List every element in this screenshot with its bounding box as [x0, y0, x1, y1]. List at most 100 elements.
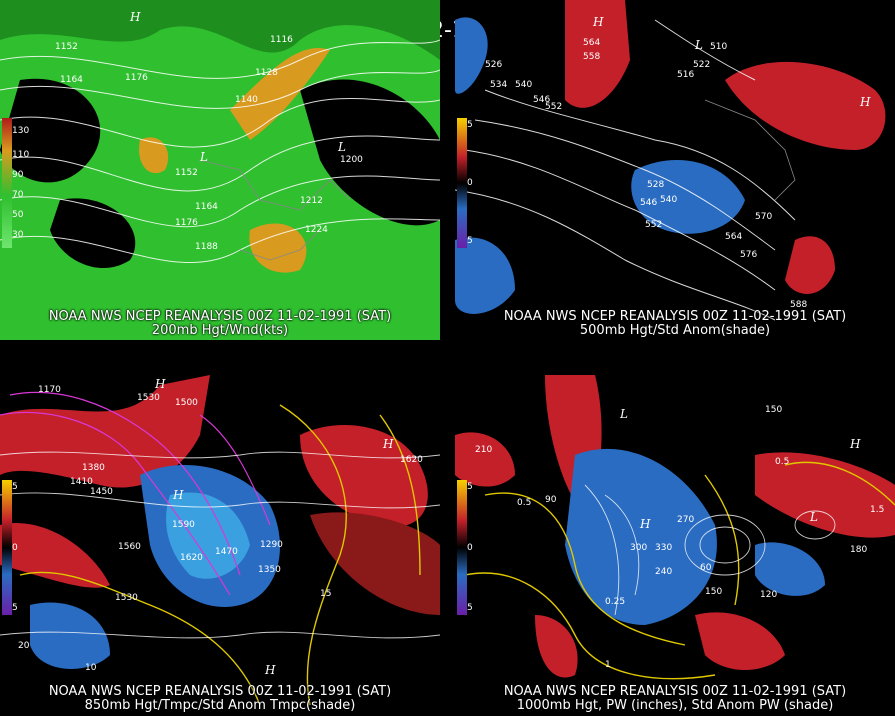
- contour-label: 552: [545, 102, 563, 112]
- colorbar-tick: 50: [12, 210, 24, 220]
- contour-label: 1152: [55, 42, 78, 52]
- contour-label: 1224: [305, 225, 328, 235]
- colorbar-anom: [457, 480, 467, 615]
- panel-subtitle: 500mb Hgt/Std Anom(shade): [579, 323, 771, 338]
- contour-label: 1530: [115, 593, 138, 603]
- contour-label: 1290: [260, 540, 283, 550]
- contour-label: 1590: [172, 520, 195, 530]
- colorbar-tick: 5: [467, 120, 473, 130]
- contour-label: 1530: [137, 393, 160, 403]
- panel-subtitle: 1000mb Hgt, PW (inches), Std Anom PW (sh…: [516, 698, 834, 713]
- contour-label: 120: [760, 590, 778, 600]
- contour-label: 570: [755, 212, 773, 222]
- contour-label: 534: [490, 80, 508, 90]
- contour-label: 1164: [195, 202, 218, 212]
- colorbar-tick: 30: [12, 230, 24, 240]
- contour-label: 300: [630, 543, 648, 553]
- high-pressure-label: H: [640, 517, 651, 531]
- contour-label: 1200: [340, 155, 363, 165]
- contour-label: 1380: [82, 463, 105, 473]
- contour-label: 564: [583, 38, 601, 48]
- contour-label: 546: [640, 198, 658, 208]
- contour-label: 1500: [175, 398, 198, 408]
- contour-label: 1: [605, 660, 611, 670]
- high-pressure-label: H: [860, 95, 871, 109]
- contour-label: 540: [660, 195, 678, 205]
- contour-label: 210: [475, 445, 493, 455]
- high-pressure-label: H: [265, 663, 276, 677]
- contour-label: 588: [790, 300, 808, 310]
- contour-label: 150: [705, 587, 723, 597]
- contour-label: 20: [18, 641, 30, 651]
- panel-1000mb: 5 0 5 210 150 0.5 0.25 300 330 270 240 1…: [455, 375, 895, 715]
- contour-label: 522: [693, 60, 711, 70]
- contour-label: 180: [850, 545, 868, 555]
- panel-subtitle: 850mb Hgt/Tmpc/Std Anom Tmpc(shade): [84, 698, 356, 713]
- contour-label: 528: [647, 180, 665, 190]
- panel-title: NOAA NWS NCEP REANALYSIS 00Z 11-02-1991 …: [48, 684, 392, 699]
- contour-label: 240: [655, 567, 673, 577]
- high-pressure-label: H: [155, 377, 166, 391]
- contour-label: 1140: [235, 95, 258, 105]
- map-200mb-shading: [0, 0, 440, 340]
- colorbar-tick: 5: [467, 236, 473, 246]
- colorbar-tick: 130: [12, 126, 30, 136]
- contour-label: 330: [655, 543, 673, 553]
- colorbar-anom: [457, 118, 467, 248]
- contour-label: 1128: [255, 68, 278, 78]
- contour-label: 0.5: [517, 498, 532, 508]
- contour-label: 1176: [125, 73, 148, 83]
- contour-label: 1176: [175, 218, 198, 228]
- contour-label: 60: [700, 563, 712, 573]
- contour-label: 576: [740, 250, 758, 260]
- contour-label: 150: [765, 405, 783, 415]
- contour-label: 1450: [90, 487, 113, 497]
- contour-label: 510: [710, 42, 728, 52]
- low-pressure-label: L: [620, 407, 628, 421]
- contour-label: 546: [533, 95, 551, 105]
- map-1000mb-shading: [455, 375, 895, 715]
- contour-label: 552: [645, 220, 663, 230]
- contour-label: 0.25: [605, 597, 626, 607]
- high-pressure-label: H: [850, 437, 861, 451]
- colorbar-tick: 90: [12, 170, 24, 180]
- colorbar-tick: 0: [12, 543, 18, 553]
- colorbar-tick: 0: [467, 178, 473, 188]
- contour-label: 15: [320, 589, 332, 599]
- contour-label: 1620: [400, 455, 423, 465]
- contour-label: 1212: [300, 196, 323, 206]
- colorbar-tick: 5: [467, 603, 473, 613]
- panel-title: NOAA NWS NCEP REANALYSIS 00Z 11-02-1991 …: [503, 309, 847, 324]
- contour-label: 1188: [195, 242, 218, 252]
- colorbar-tick: 5: [12, 603, 18, 613]
- colorbar-tick: 70: [12, 190, 24, 200]
- high-pressure-label: H: [173, 488, 184, 502]
- contour-label: 564: [725, 232, 743, 242]
- contour-label: 1410: [70, 477, 93, 487]
- contour-label: 270: [677, 515, 695, 525]
- low-pressure-label: L: [695, 38, 703, 52]
- panel-200mb: 130 110 90 70 50 30 1152 1164 1176 1116 …: [0, 0, 440, 340]
- colorbar-tick: 0: [467, 543, 473, 553]
- contour-label: 1350: [258, 565, 281, 575]
- contour-label: 90: [545, 495, 557, 505]
- contour-label: 1.5: [870, 505, 885, 515]
- map-500mb-shading: [455, 0, 895, 340]
- contour-label: 1164: [60, 75, 83, 85]
- contour-label: 558: [583, 52, 601, 62]
- contour-label: 10: [85, 663, 97, 673]
- panel-title: NOAA NWS NCEP REANALYSIS 00Z 11-02-1991 …: [48, 309, 392, 324]
- high-pressure-label: H: [593, 15, 604, 29]
- colorbar-tick: 110: [12, 150, 30, 160]
- contour-label: 540: [515, 80, 533, 90]
- map-850mb-shading: [0, 375, 440, 715]
- low-pressure-label: L: [200, 150, 208, 164]
- contour-label: 1152: [175, 168, 198, 178]
- panel-title: NOAA NWS NCEP REANALYSIS 00Z 11-02-1991 …: [503, 684, 847, 699]
- contour-label: 1470: [215, 547, 238, 557]
- contour-label: 1560: [118, 542, 141, 552]
- colorbar-tick: 5: [12, 482, 18, 492]
- panel-850mb: 5 0 5 1170 1380 1410 1450 1500 1530 1620…: [0, 375, 440, 715]
- contour-label: 1170: [38, 385, 61, 395]
- high-pressure-label: H: [383, 437, 394, 451]
